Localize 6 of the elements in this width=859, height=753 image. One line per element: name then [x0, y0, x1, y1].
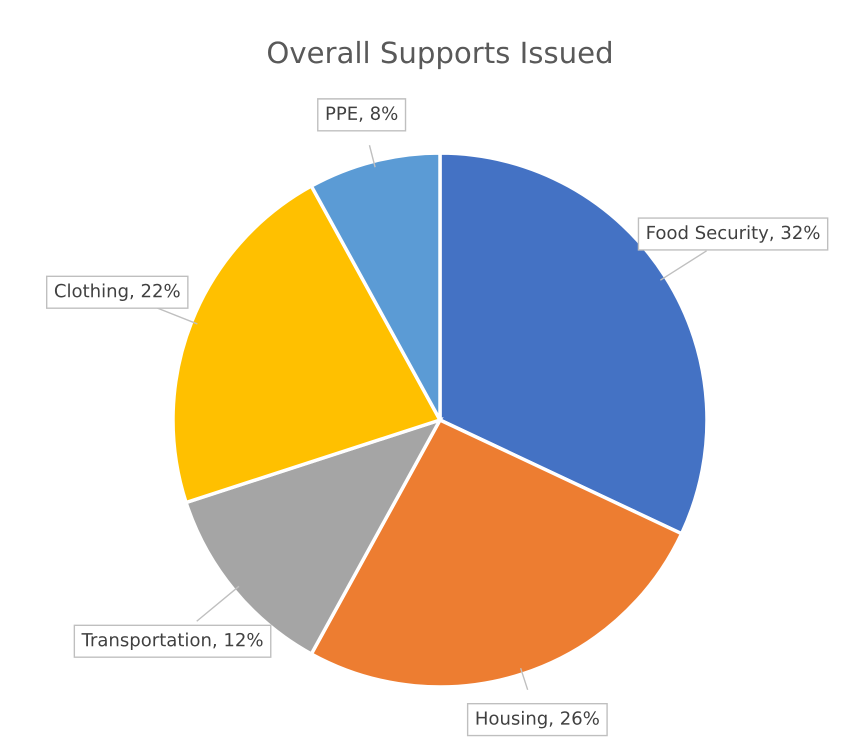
slice-label: Housing, 26% — [476, 710, 599, 728]
chart-title: Overall Supports Issued — [268, 40, 611, 70]
slice-label: Clothing, 22% — [54, 283, 180, 301]
slice-label: PPE, 8% — [326, 106, 398, 122]
slice-label: Transportation, 12% — [82, 632, 263, 650]
slice-label: Food Security, 32% — [647, 225, 820, 243]
